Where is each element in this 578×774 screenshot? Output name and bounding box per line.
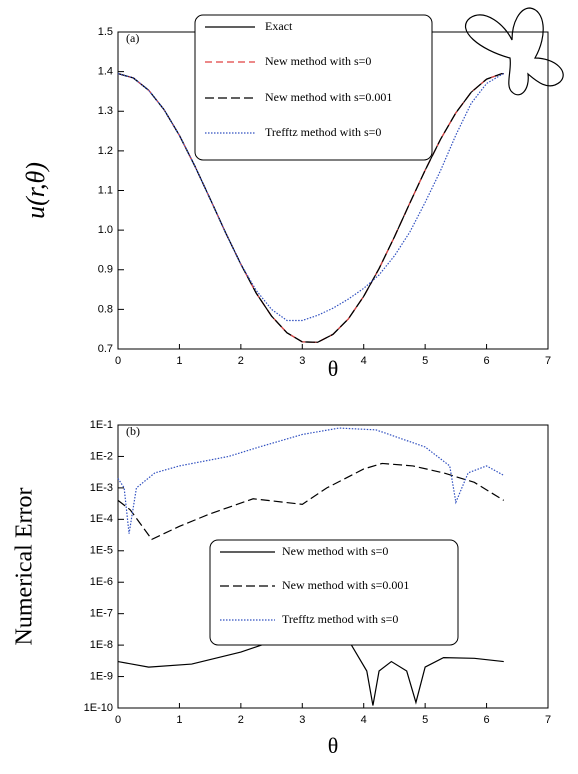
series-line xyxy=(117,632,504,706)
y-tick-label: 1E-9 xyxy=(90,670,113,682)
y-tick-label: 1E-4 xyxy=(90,513,113,525)
legend-label: Trefftz method with s=0 xyxy=(282,612,398,626)
plot-frame xyxy=(117,424,549,709)
legend-box xyxy=(194,14,433,161)
y-tick-label: 1E-3 xyxy=(90,482,113,494)
x-tick-label: 6 xyxy=(484,355,490,367)
y-tick-label: 1E-8 xyxy=(90,639,113,651)
x-tick-label: 5 xyxy=(422,355,428,367)
x-tick-label: 2 xyxy=(238,355,244,367)
x-axis-label: θ xyxy=(328,733,339,758)
y-tick-label: 1.4 xyxy=(98,66,113,78)
y-tick-label: 1.2 xyxy=(98,145,113,157)
series-line xyxy=(117,73,504,343)
legend-label: New method with s=0 xyxy=(282,544,388,558)
legend-label: Trefftz method with s=0 xyxy=(265,125,381,139)
y-tick-label: 0.8 xyxy=(98,303,113,315)
x-tick-label: 5 xyxy=(422,714,428,726)
x-axis-label: θ xyxy=(328,356,339,381)
boundary-shape xyxy=(464,7,564,96)
y-tick-label: 1E-10 xyxy=(84,702,113,714)
y-axis-label: u(r,θ) xyxy=(21,162,50,219)
x-tick-label: 4 xyxy=(361,714,367,726)
y-tick-label: 1.3 xyxy=(98,105,113,117)
series-line xyxy=(117,462,505,541)
y-tick-label: 1.1 xyxy=(98,184,113,196)
panel-label: (a) xyxy=(126,31,139,45)
x-tick-label: 7 xyxy=(545,355,551,367)
panel-label: (b) xyxy=(126,424,140,438)
x-tick-label: 1 xyxy=(176,355,182,367)
legend-label: New method with s=0 xyxy=(265,54,371,68)
y-tick-label: 1.5 xyxy=(98,26,113,38)
y-tick-label: 0.9 xyxy=(98,264,113,276)
x-tick-label: 0 xyxy=(115,714,121,726)
x-tick-label: 0 xyxy=(115,355,121,367)
x-tick-label: 2 xyxy=(238,714,244,726)
x-tick-label: 4 xyxy=(361,355,367,367)
y-tick-label: 1E-6 xyxy=(90,576,113,588)
y-tick-label: 1E-7 xyxy=(90,608,113,620)
legend-label: New method with s=0.001 xyxy=(265,90,392,104)
x-tick-label: 6 xyxy=(484,714,490,726)
legend-label: New method with s=0.001 xyxy=(282,578,409,592)
y-axis-label: Numerical Error xyxy=(12,488,38,646)
y-tick-label: 1E-5 xyxy=(90,545,113,557)
y-tick-label: 0.7 xyxy=(98,343,113,355)
y-tick-label: 1.0 xyxy=(98,224,113,236)
x-tick-label: 3 xyxy=(299,355,305,367)
x-tick-label: 1 xyxy=(176,714,182,726)
series-line xyxy=(117,427,505,534)
y-tick-label: 1E-2 xyxy=(90,450,113,462)
y-tick-label: 1E-1 xyxy=(90,419,113,431)
x-tick-label: 3 xyxy=(299,714,305,726)
legend-label: Exact xyxy=(265,19,293,33)
x-tick-label: 7 xyxy=(545,714,551,726)
legend-box xyxy=(209,539,459,646)
